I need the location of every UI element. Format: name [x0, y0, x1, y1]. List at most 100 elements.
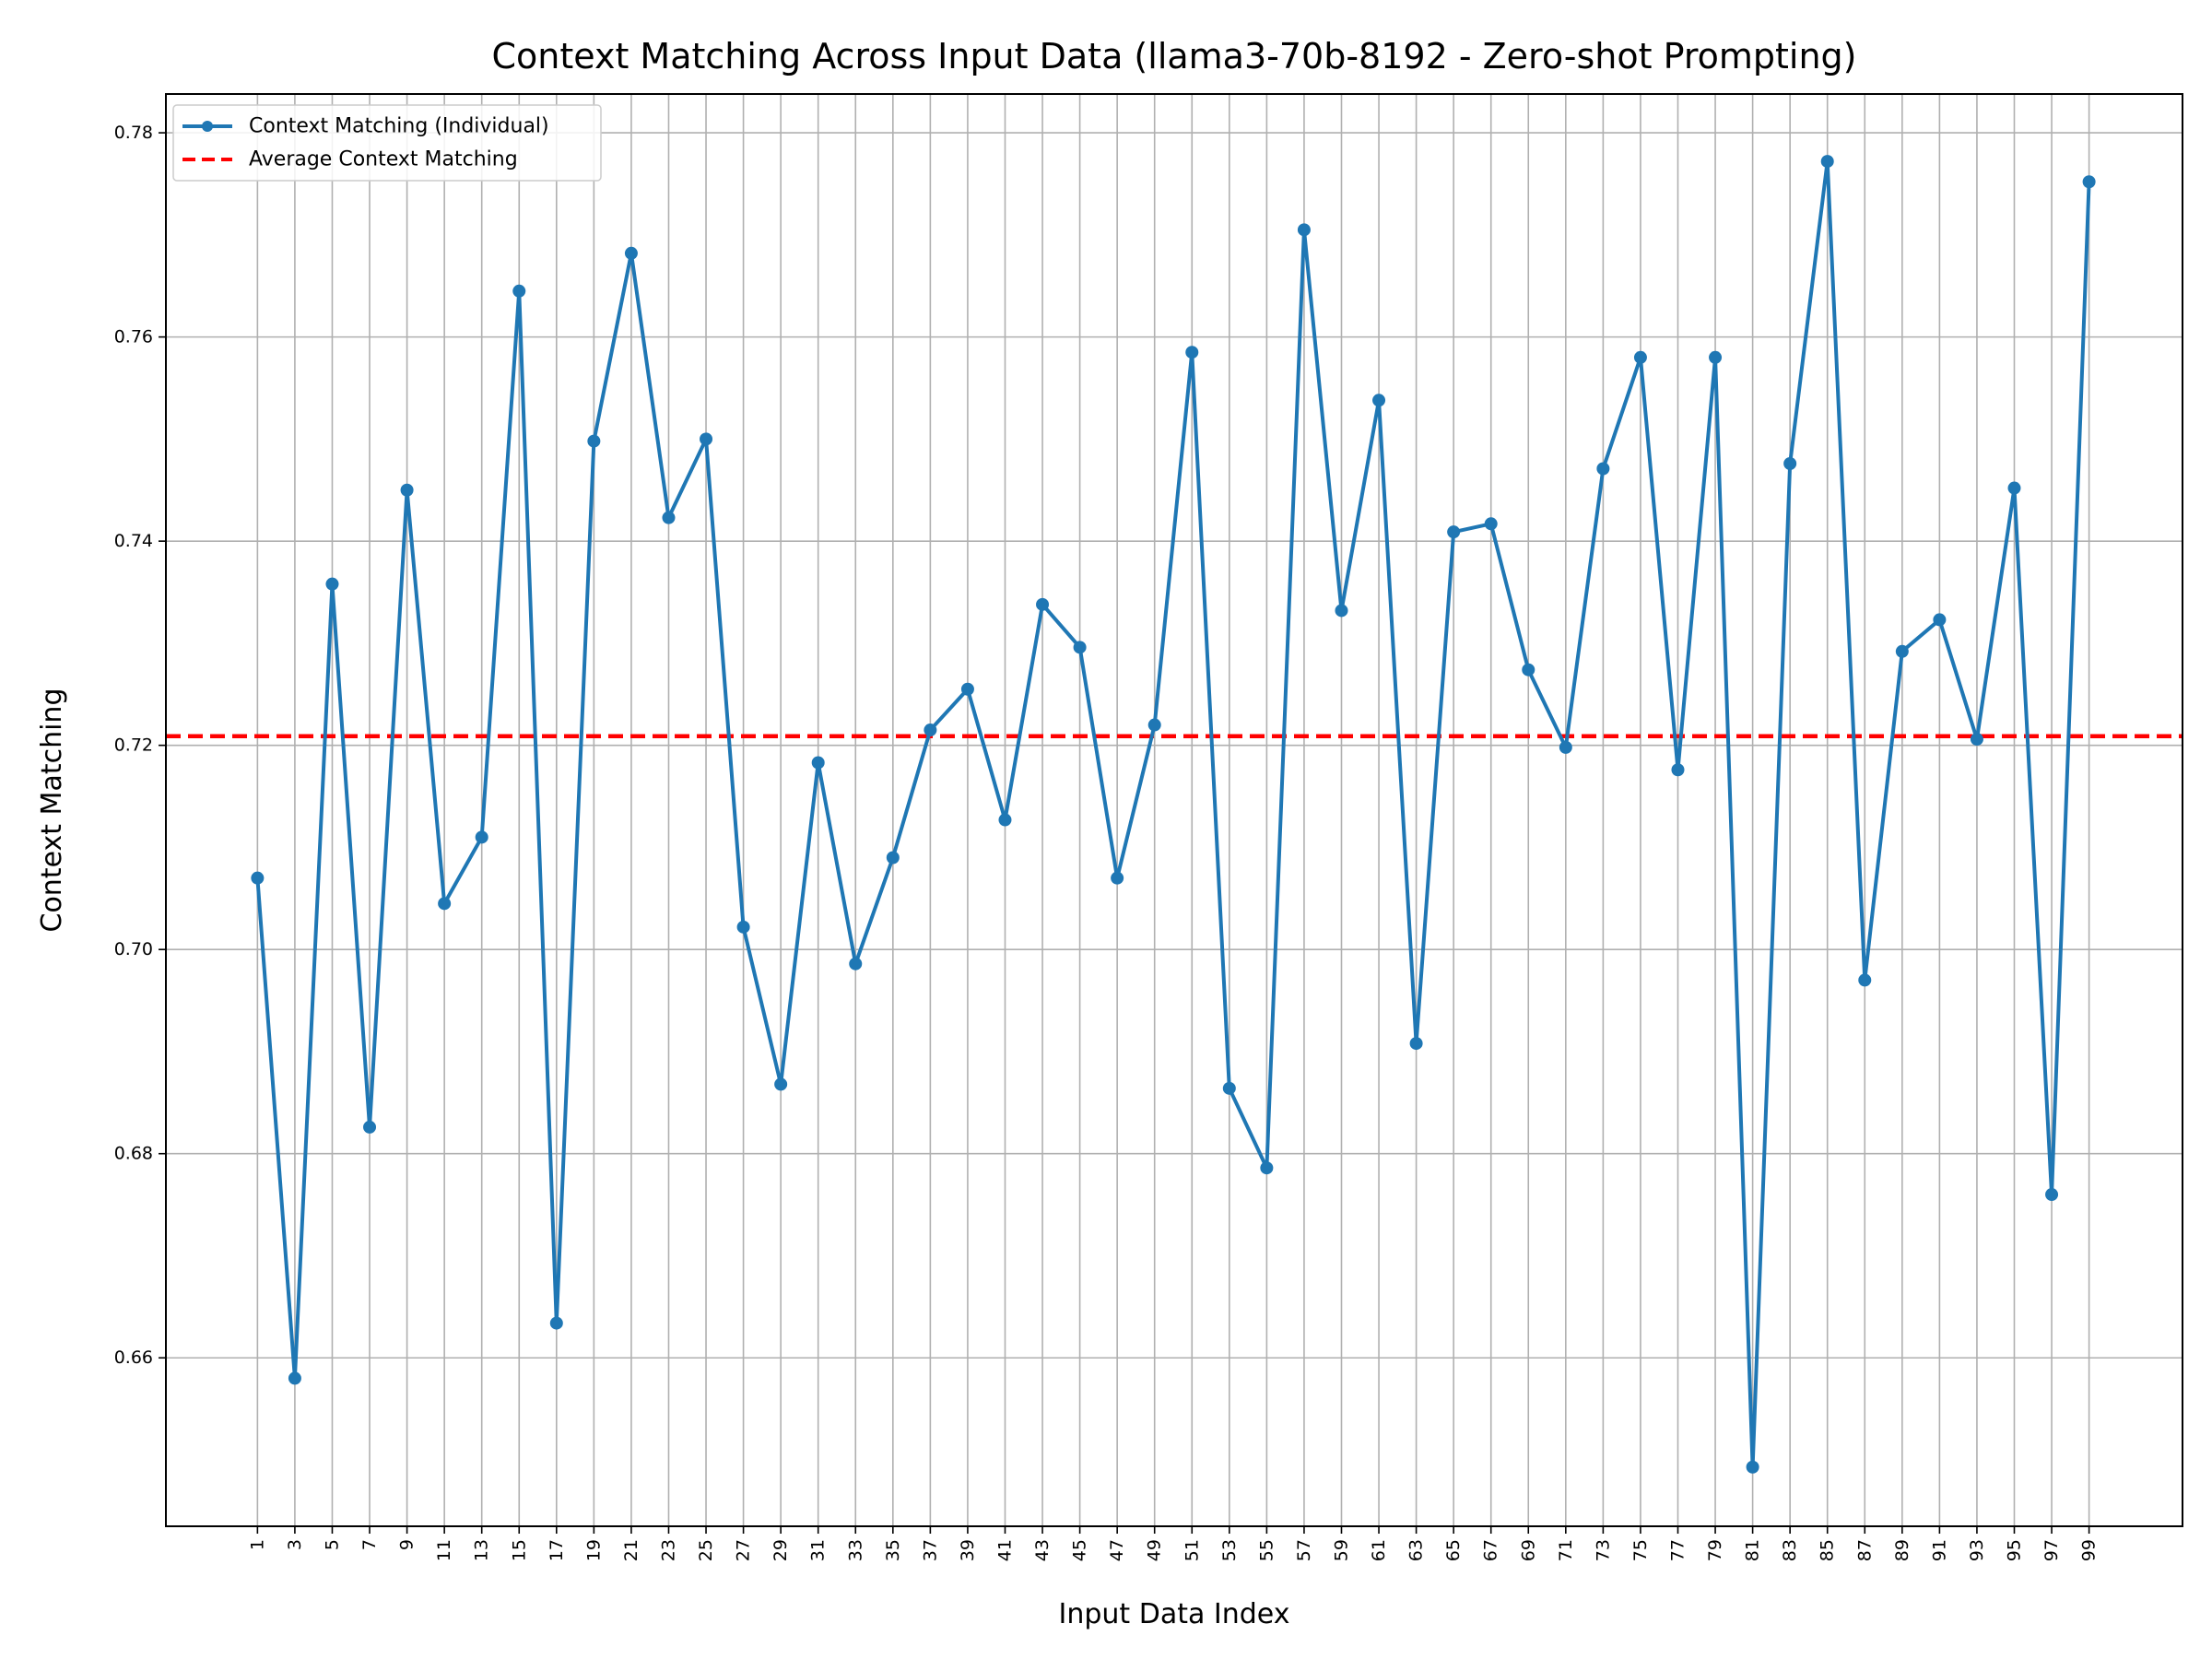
x-tick-label: 75 — [1630, 1539, 1651, 1561]
x-tick-label: 47 — [1107, 1539, 1127, 1561]
x-tick-label: 19 — [583, 1539, 604, 1561]
data-point — [363, 1120, 377, 1134]
data-point — [1111, 871, 1124, 885]
data-point — [1970, 733, 1983, 747]
legend-box — [172, 104, 602, 182]
y-tick-label: 0.74 — [114, 531, 153, 551]
data-point — [924, 724, 937, 737]
data-point — [438, 897, 452, 911]
x-tick-label: 29 — [771, 1539, 791, 1561]
y-tick-label: 0.76 — [114, 327, 153, 347]
grid-lines — [166, 94, 2183, 1526]
data-point — [1297, 223, 1311, 237]
legend: Context Matching (Individual) Average Co… — [172, 104, 602, 182]
data-point — [774, 1077, 788, 1091]
chart-title: Context Matching Across Input Data (llam… — [491, 36, 1856, 76]
data-point — [1671, 763, 1685, 777]
x-tick-label: 57 — [1294, 1539, 1314, 1561]
x-tick-label: 83 — [1780, 1539, 1800, 1561]
data-point — [325, 577, 339, 591]
x-tick-label: 73 — [1593, 1539, 1613, 1561]
data-point — [512, 284, 526, 298]
data-point — [736, 920, 750, 934]
x-tick-label: 85 — [1818, 1539, 1838, 1561]
legend-label-average: Average Context Matching — [249, 148, 518, 171]
data-point — [624, 246, 638, 260]
data-point — [1559, 740, 1572, 754]
y-tick-label: 0.68 — [114, 1144, 153, 1164]
data-point — [1409, 1037, 1423, 1051]
x-tick-label: 89 — [1892, 1539, 1912, 1561]
data-point — [1147, 718, 1161, 732]
x-tick-label: 27 — [734, 1539, 754, 1561]
x-tick-label: 71 — [1556, 1539, 1576, 1561]
data-point — [700, 432, 713, 446]
x-axis-title: Input Data Index — [1059, 1598, 1290, 1630]
x-tick-label: 31 — [808, 1539, 829, 1561]
series-line-individual — [255, 159, 2091, 1469]
data-point — [1596, 462, 1610, 476]
x-tick-label: 23 — [658, 1539, 678, 1561]
series-layer — [251, 155, 2096, 1474]
x-tick-label: 1 — [247, 1539, 267, 1550]
x-tick-label: 79 — [1705, 1539, 1725, 1561]
data-point — [1447, 525, 1461, 539]
x-tick-label: 43 — [1032, 1539, 1053, 1561]
data-point — [886, 851, 900, 865]
data-point — [288, 1371, 301, 1385]
x-tick-label: 69 — [1518, 1539, 1538, 1561]
data-point — [1036, 597, 1050, 611]
data-point — [251, 871, 265, 885]
x-tick-label: 33 — [845, 1539, 865, 1561]
data-point — [1335, 604, 1348, 618]
data-point — [549, 1316, 563, 1330]
y-axis-ticks: 0.66 0.68 0.70 0.72 0.74 0.76 0.78 — [114, 123, 166, 1368]
x-tick-label: 5 — [322, 1539, 342, 1550]
y-tick-label: 0.78 — [114, 123, 153, 143]
data-point — [1372, 394, 1386, 407]
data-point — [1709, 350, 1723, 364]
data-point — [1484, 517, 1498, 531]
x-tick-label: 35 — [883, 1539, 903, 1561]
data-point — [1783, 456, 1797, 470]
x-tick-label: 3 — [285, 1539, 305, 1550]
x-tick-label: 93 — [1967, 1539, 1987, 1561]
x-tick-label: 13 — [472, 1539, 492, 1561]
x-tick-label: 11 — [434, 1539, 454, 1561]
data-point — [400, 483, 414, 497]
x-tick-label: 91 — [1929, 1539, 1949, 1561]
y-tick-label: 0.66 — [114, 1347, 153, 1368]
x-tick-label: 97 — [2041, 1539, 2062, 1561]
x-tick-label: 45 — [1070, 1539, 1090, 1561]
x-tick-label: 87 — [1854, 1539, 1875, 1561]
x-tick-label: 17 — [547, 1539, 567, 1561]
x-tick-label: 63 — [1406, 1539, 1427, 1561]
x-tick-label: 21 — [621, 1539, 641, 1561]
data-point — [1185, 346, 1199, 359]
data-point — [1522, 663, 1535, 677]
data-point — [587, 434, 601, 448]
x-tick-label: 59 — [1331, 1539, 1351, 1561]
x-tick-label: 77 — [1667, 1539, 1688, 1561]
y-tick-label: 0.72 — [114, 735, 153, 756]
x-tick-label: 61 — [1369, 1539, 1389, 1561]
data-point — [1895, 644, 1909, 658]
data-point — [1073, 641, 1087, 654]
data-point — [2007, 481, 2021, 495]
x-axis-ticks: 1 3 5 7 9 11 13 15 17 19 21 23 25 27 29 31 33 35 37 39 41 43 4… — [247, 1526, 2100, 1561]
legend-marker-individual — [202, 121, 213, 132]
data-point — [662, 511, 676, 524]
data-point — [849, 957, 863, 971]
data-point — [1260, 1161, 1274, 1175]
x-tick-label: 67 — [1481, 1539, 1501, 1561]
plot-area-frame — [165, 93, 2183, 1527]
x-tick-label: 37 — [920, 1539, 940, 1561]
data-point — [1820, 155, 1834, 169]
x-tick-label: 7 — [359, 1539, 380, 1550]
x-tick-label: 41 — [994, 1539, 1015, 1561]
x-tick-label: 15 — [509, 1539, 529, 1561]
data-point — [475, 830, 488, 844]
x-tick-label: 65 — [1443, 1539, 1464, 1561]
x-tick-label: 53 — [1219, 1539, 1240, 1561]
